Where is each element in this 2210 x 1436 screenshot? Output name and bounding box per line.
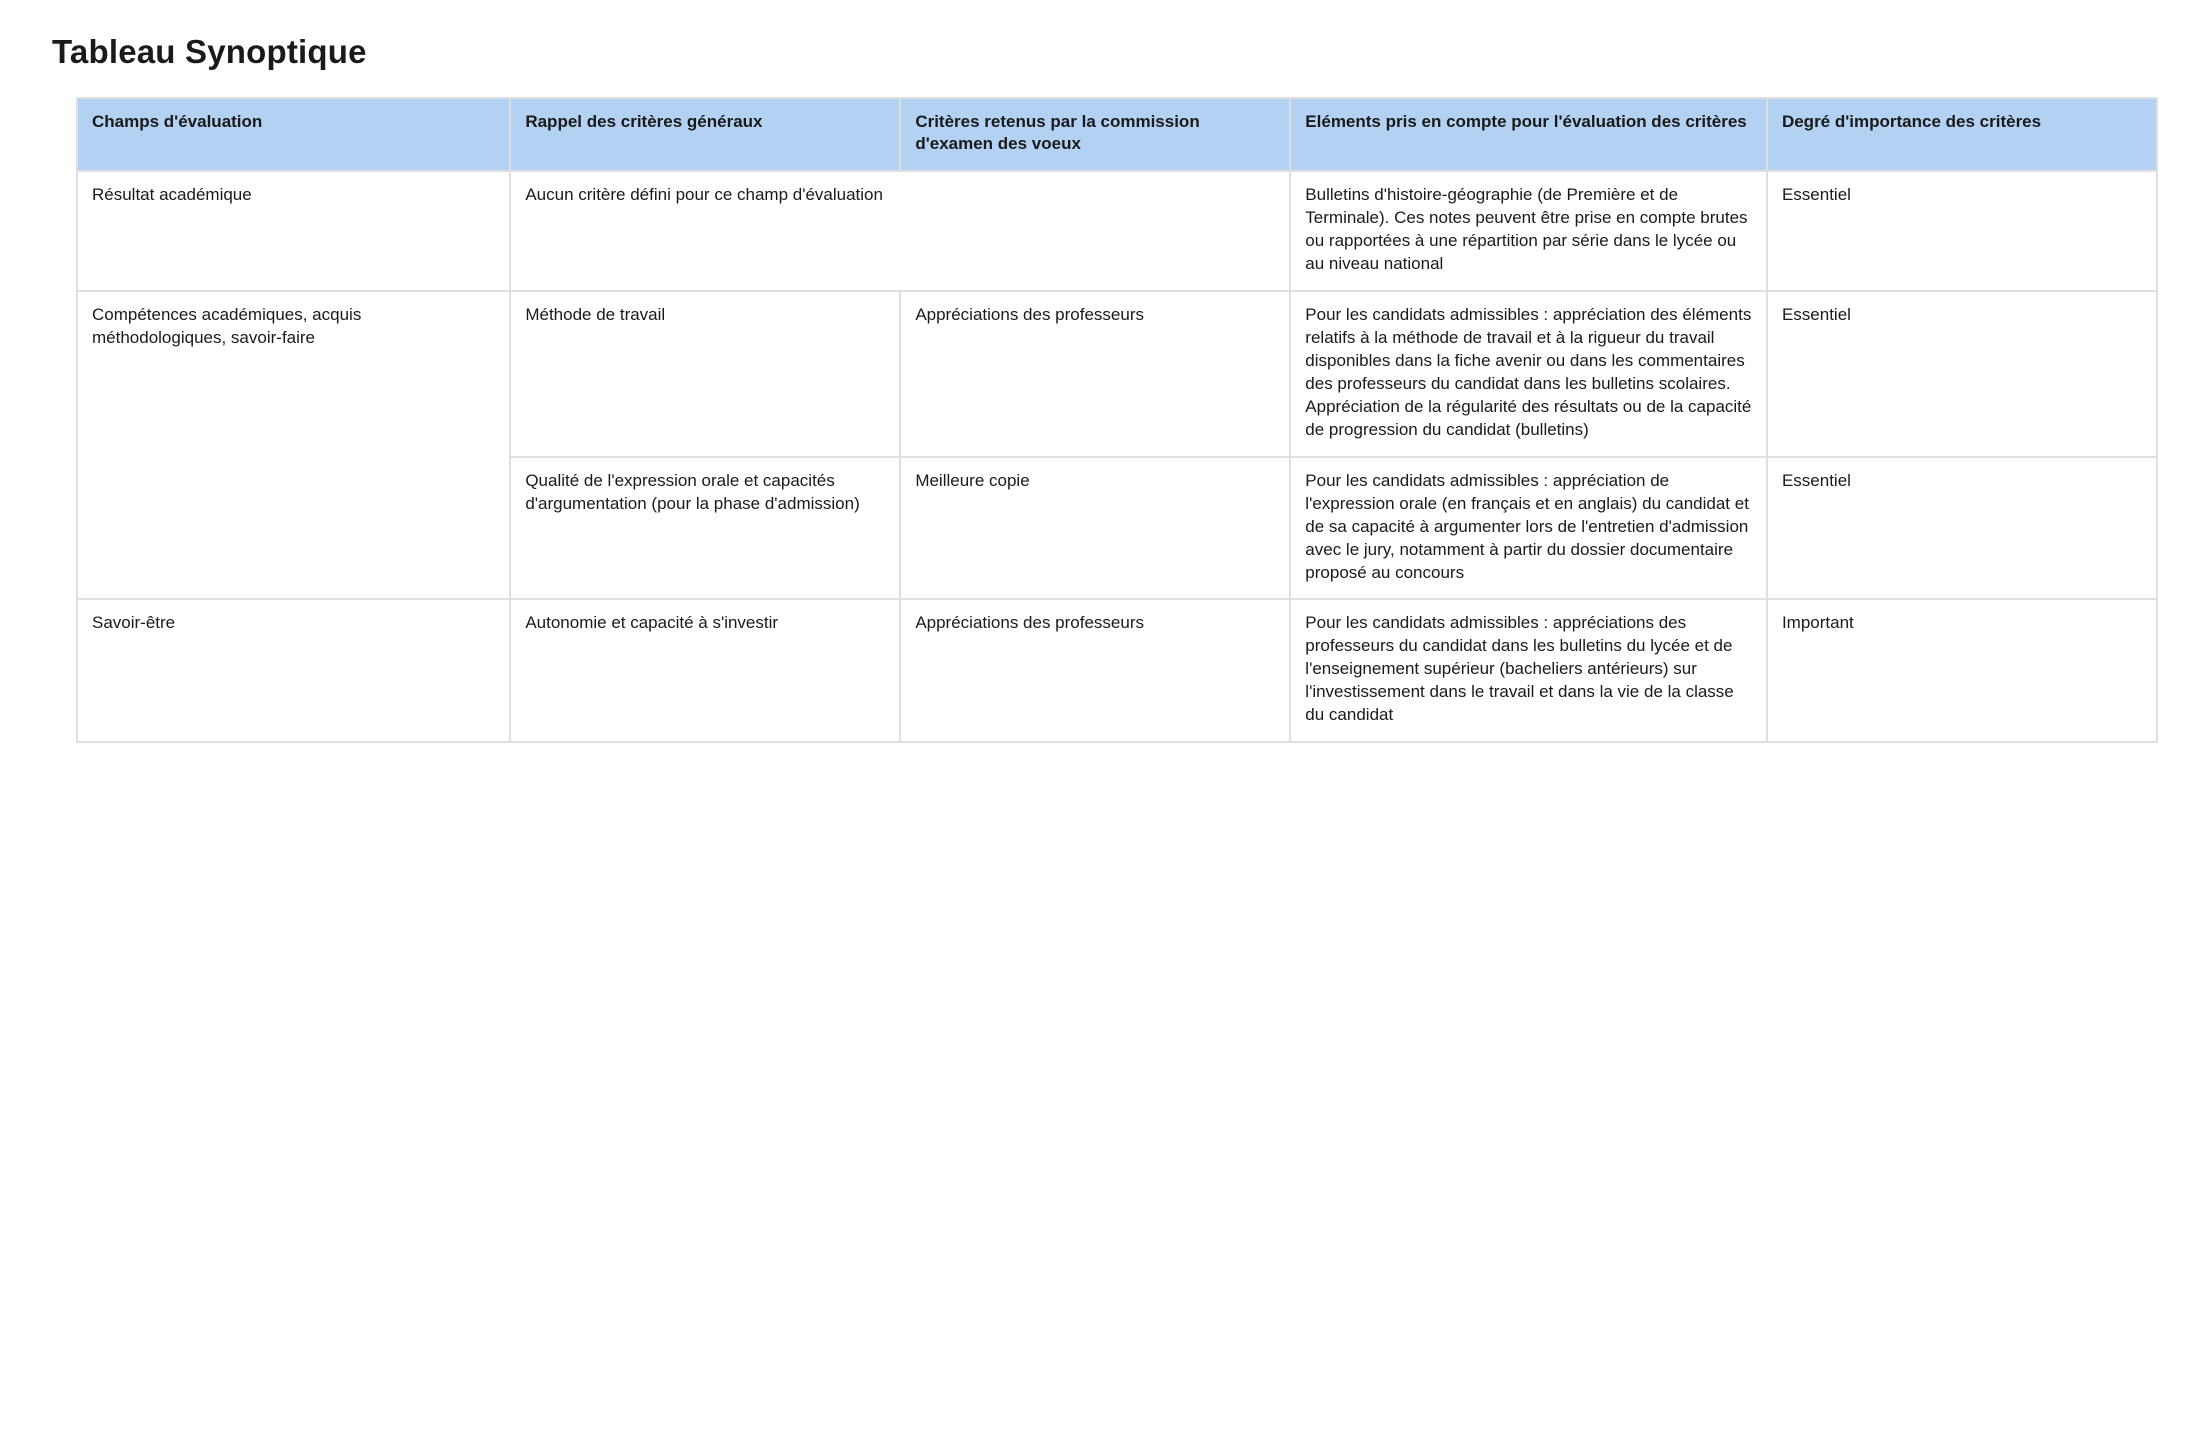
col-header-criteres: Critères retenus par la commission d'exa… — [900, 98, 1290, 172]
synoptic-table: Champs d'évaluation Rappel des critères … — [76, 97, 2158, 744]
cell-elements: Pour les candidats admissibles : appréci… — [1290, 291, 1767, 457]
table-row: Compétences académiques, acquis méthodol… — [77, 291, 2157, 457]
cell-degre: Essentiel — [1767, 457, 2157, 600]
table-row: Résultat académique Aucun critère défini… — [77, 171, 2157, 291]
cell-rappel: Autonomie et capacité à s'investir — [510, 599, 900, 742]
cell-degre: Important — [1767, 599, 2157, 742]
cell-rappel: Méthode de travail — [510, 291, 900, 457]
cell-elements: Pour les candidats admissibles : appréci… — [1290, 457, 1767, 600]
cell-degre: Essentiel — [1767, 291, 2157, 457]
cell-champ: Résultat académique — [77, 171, 510, 291]
table-body: Résultat académique Aucun critère défini… — [77, 171, 2157, 742]
cell-rappel-criteres-merged: Aucun critère défini pour ce champ d'éva… — [510, 171, 1290, 291]
cell-champ: Savoir-être — [77, 599, 510, 742]
table-header-row: Champs d'évaluation Rappel des critères … — [77, 98, 2157, 172]
col-header-degre: Degré d'importance des critères — [1767, 98, 2157, 172]
cell-degre: Essentiel — [1767, 171, 2157, 291]
table-row: Savoir-être Autonomie et capacité à s'in… — [77, 599, 2157, 742]
cell-criteres: Appréciations des professeurs — [900, 599, 1290, 742]
page-title: Tableau Synoptique — [52, 30, 2158, 75]
cell-elements: Bulletins d'histoire-géographie (de Prem… — [1290, 171, 1767, 291]
col-header-rappel: Rappel des critères généraux — [510, 98, 900, 172]
cell-elements: Pour les candidats admissibles : appréci… — [1290, 599, 1767, 742]
col-header-champ: Champs d'évaluation — [77, 98, 510, 172]
cell-criteres: Meilleure copie — [900, 457, 1290, 600]
col-header-elements: Eléments pris en compte pour l'évaluatio… — [1290, 98, 1767, 172]
page-container: Tableau Synoptique Champs d'évaluation R… — [0, 0, 2210, 1436]
cell-rappel: Qualité de l'expression orale et capacit… — [510, 457, 900, 600]
table-header: Champs d'évaluation Rappel des critères … — [77, 98, 2157, 172]
cell-criteres: Appréciations des professeurs — [900, 291, 1290, 457]
cell-champ: Compétences académiques, acquis méthodol… — [77, 291, 510, 599]
